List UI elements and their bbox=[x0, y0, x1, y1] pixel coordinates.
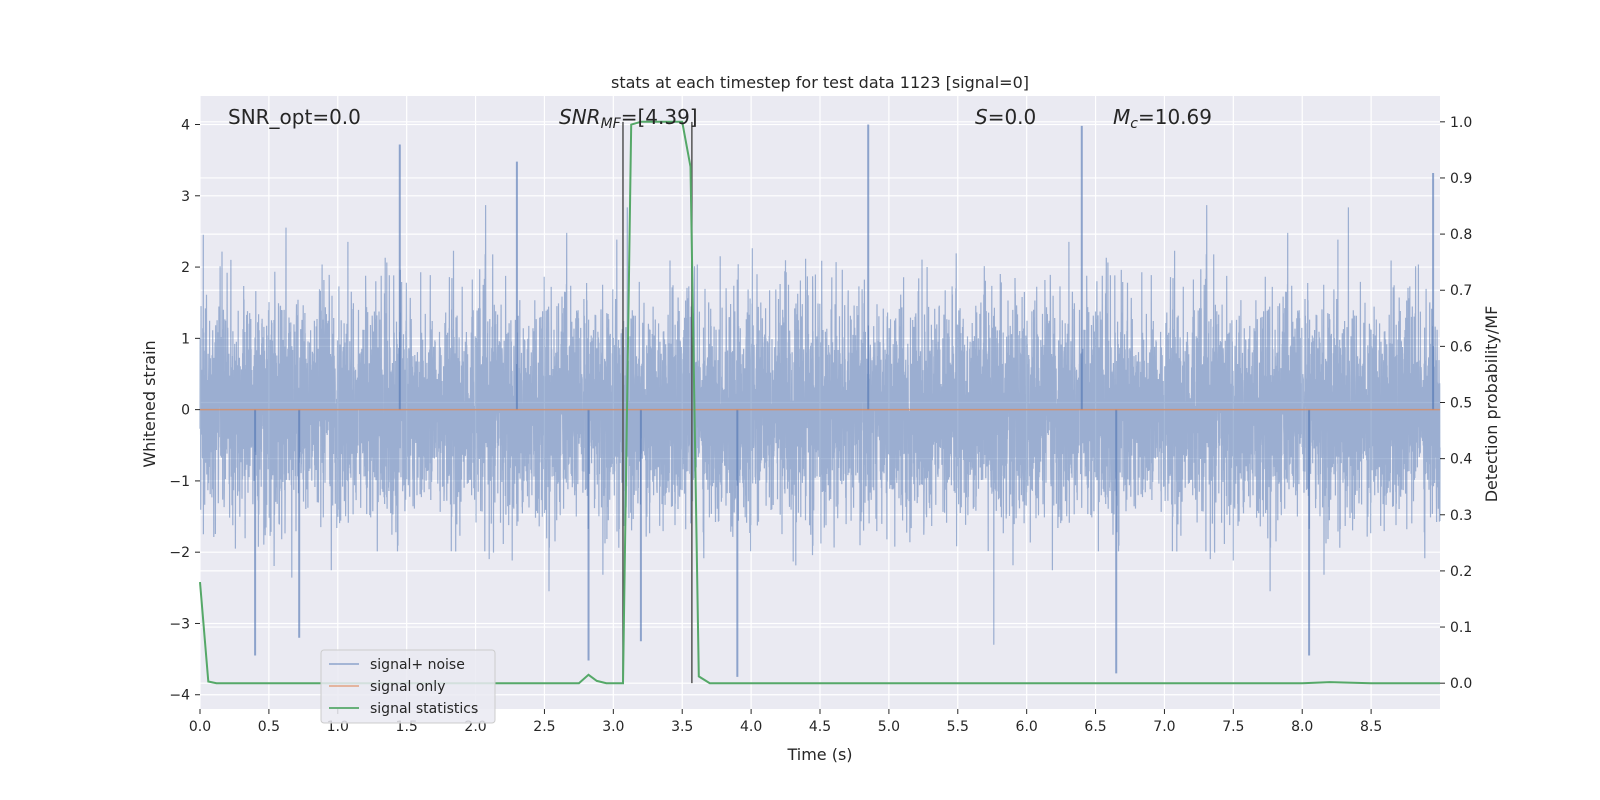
x-tick-label-16: 8.0 bbox=[1291, 719, 1313, 735]
y-right-tick-label-3: 0.3 bbox=[1450, 508, 1472, 524]
legend: signal+ noise signal only signal statist… bbox=[320, 649, 496, 724]
mc-symbol: M bbox=[1113, 105, 1130, 129]
x-tick-label-1: 0.5 bbox=[258, 719, 280, 735]
y-tick-label-7: 3 bbox=[181, 189, 190, 205]
y-right-tick-label-9: 0.9 bbox=[1450, 171, 1472, 187]
x-tick-label-11: 5.5 bbox=[947, 719, 969, 735]
x-axis-label: Time (s) bbox=[786, 745, 852, 764]
snr-mf-value: =[4.39] bbox=[621, 105, 698, 129]
y-tick-label-0: −4 bbox=[169, 688, 190, 704]
x-tick-label-8: 4.0 bbox=[740, 719, 762, 735]
x-tick-label-9: 4.5 bbox=[809, 719, 831, 735]
x-tick-label-5: 2.5 bbox=[533, 719, 555, 735]
x-tick-label-7: 3.5 bbox=[671, 719, 693, 735]
y-tick-label-4: 0 bbox=[181, 403, 190, 419]
snr-mf-subscript: MF bbox=[601, 116, 622, 132]
x-tick-label-17: 8.5 bbox=[1360, 719, 1382, 735]
y-right-axis-label: Detection probability/MF bbox=[1482, 306, 1501, 503]
y-right-tick-label-0: 0.0 bbox=[1450, 676, 1472, 692]
y-right-tick-label-6: 0.6 bbox=[1450, 339, 1472, 355]
y-tick-label-3: −1 bbox=[169, 474, 190, 490]
tick-labels: 0.0 0.5 1.0 1.5 2.0 2.5 3.0 3.5 4.0 4.5 5.0 5.5 6.0 6… bbox=[169, 115, 1472, 735]
y-tick-label-2: −2 bbox=[169, 545, 190, 561]
x-tick-label-13: 6.5 bbox=[1084, 719, 1106, 735]
noise-spikes bbox=[254, 124, 1435, 677]
s-symbol: S bbox=[975, 105, 988, 129]
chart-title: stats at each timestep for test data 112… bbox=[611, 73, 1029, 92]
y-right-tick-label-5: 0.5 bbox=[1450, 396, 1472, 412]
y-axis-label: Whitened strain bbox=[140, 340, 159, 467]
y-tick-label-1: −3 bbox=[169, 616, 190, 632]
annotation-snr-opt: SNR_opt=0.0 bbox=[228, 105, 361, 129]
y-right-tick-label-7: 0.7 bbox=[1450, 283, 1472, 299]
mc-subscript: c bbox=[1130, 116, 1138, 132]
snr-mf-symbol: SNR bbox=[559, 105, 601, 129]
y-tick-label-5: 1 bbox=[181, 331, 190, 347]
y-right-tick-label-10: 1.0 bbox=[1450, 115, 1472, 131]
y-right-tick-label-4: 0.4 bbox=[1450, 452, 1472, 468]
legend-box bbox=[320, 649, 496, 724]
series-signal-noise bbox=[199, 205, 1441, 645]
legend-label-noise: signal+ noise bbox=[370, 657, 465, 673]
x-tick-label-0: 0.0 bbox=[189, 719, 211, 735]
legend-label-statistics: signal statistics bbox=[370, 701, 478, 717]
y-right-tick-label-1: 0.1 bbox=[1450, 620, 1472, 636]
x-tick-label-12: 6.0 bbox=[1016, 719, 1038, 735]
annotation-mc: Mc=10.69 bbox=[1113, 105, 1212, 132]
mc-value: =10.69 bbox=[1138, 105, 1212, 129]
x-tick-label-6: 3.0 bbox=[602, 719, 624, 735]
y-tick-label-8: 4 bbox=[181, 118, 190, 134]
x-tick-label-15: 7.5 bbox=[1222, 719, 1244, 735]
x-tick-label-14: 7.0 bbox=[1153, 719, 1175, 735]
y-tick-label-6: 2 bbox=[181, 260, 190, 276]
series-line-signal-noise bbox=[199, 205, 1441, 645]
annotation-s: S=0.0 bbox=[975, 105, 1036, 129]
legend-label-signal: signal only bbox=[370, 679, 445, 695]
y-right-tick-label-8: 0.8 bbox=[1450, 227, 1472, 243]
annotation-snr-mf: SNRMF=[4.39] bbox=[559, 105, 698, 132]
s-value: =0.0 bbox=[988, 105, 1037, 129]
y-right-tick-label-2: 0.2 bbox=[1450, 564, 1472, 580]
x-tick-label-10: 5.0 bbox=[878, 719, 900, 735]
